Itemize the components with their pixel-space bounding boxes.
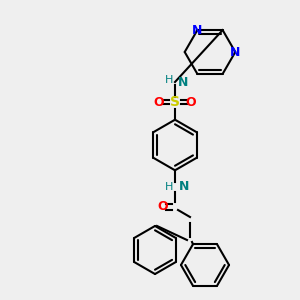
Text: O: O — [158, 200, 168, 214]
Text: S: S — [170, 95, 180, 109]
Text: H: H — [165, 182, 173, 192]
Text: N: N — [178, 76, 188, 88]
Text: O: O — [186, 95, 196, 109]
Text: N: N — [230, 46, 241, 59]
Text: N: N — [192, 24, 203, 37]
Text: N: N — [179, 181, 189, 194]
Text: H: H — [165, 75, 173, 85]
Text: O: O — [154, 95, 164, 109]
